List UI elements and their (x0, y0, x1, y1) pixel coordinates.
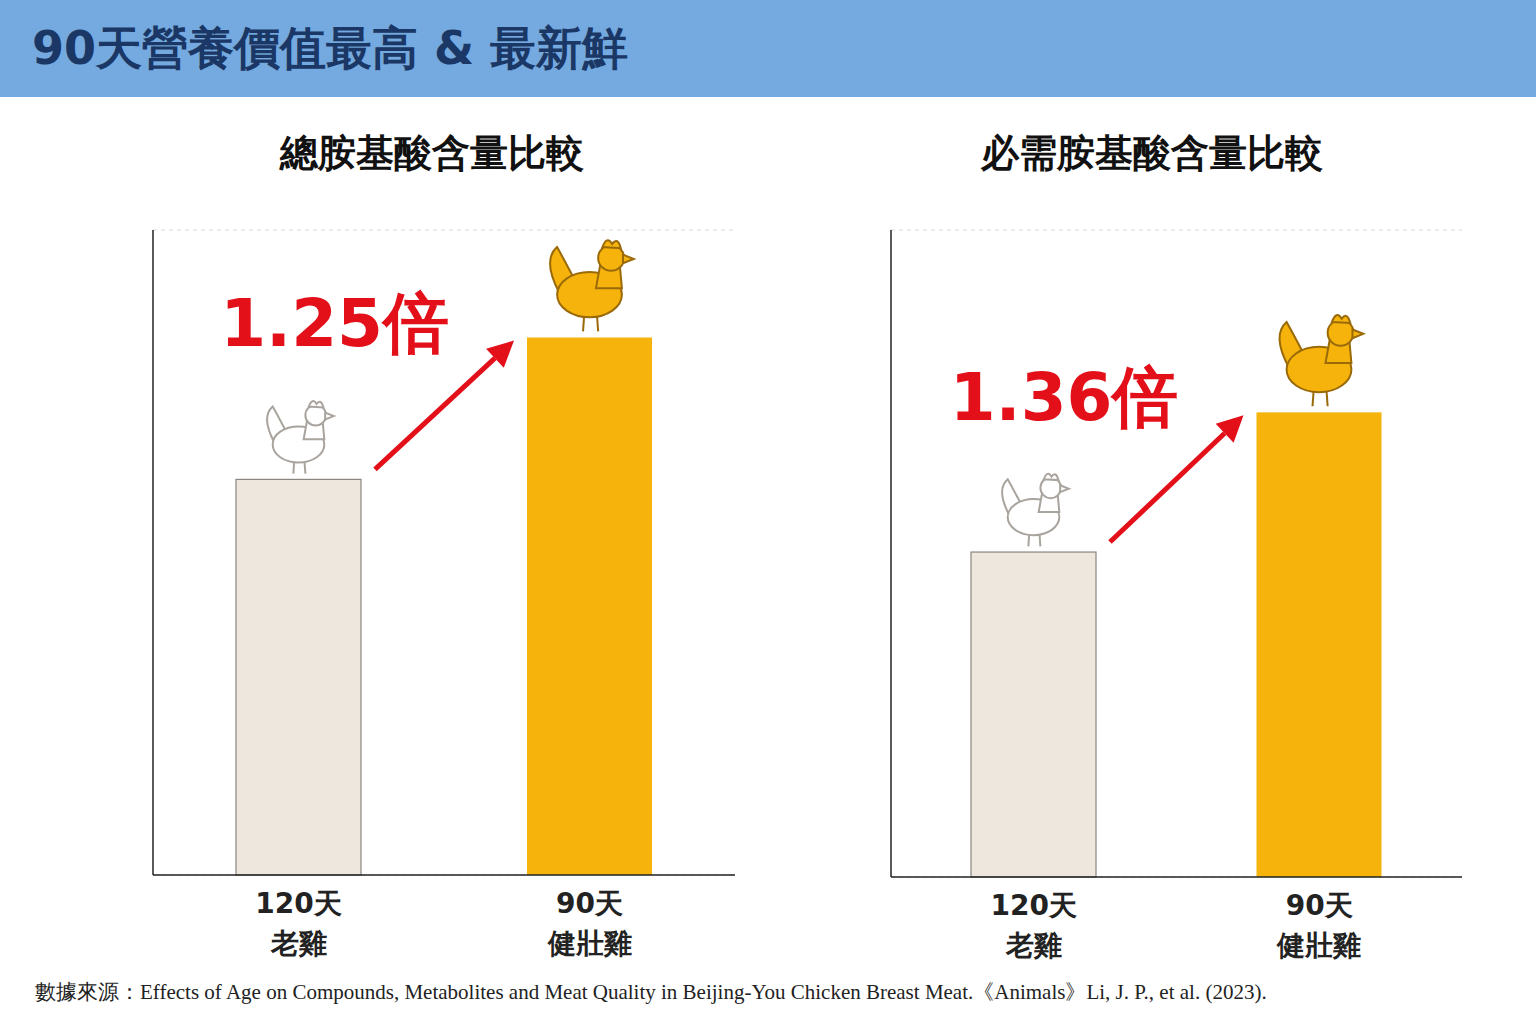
html-text:90天營養價值最高 & 最新鮮: 90天營養價值最高 & 最新鮮 (32, 21, 629, 75)
html-text:總胺基酸含量比較: 總胺基酸含量比較 (280, 131, 584, 175)
svg-text:1.25倍: 1.25倍 (220, 285, 449, 362)
svg-text:120天老雞: 120天老雞 (991, 889, 1077, 962)
svg-text:90天健壯雞: 90天健壯雞 (1276, 889, 1361, 962)
html-text:數據來源：Effects of Age on Compoun: 數據來源：Effects of Age on Compounds, Metabo… (35, 980, 1267, 1004)
svg-text:120天老雞: 120天老雞 (255, 887, 341, 960)
html-text:必需胺基酸含量比較: 必需胺基酸含量比較 (981, 131, 1323, 175)
svg-text:1.36倍: 1.36倍 (950, 359, 1179, 436)
svg-text:90天健壯雞: 90天健壯雞 (547, 887, 632, 960)
